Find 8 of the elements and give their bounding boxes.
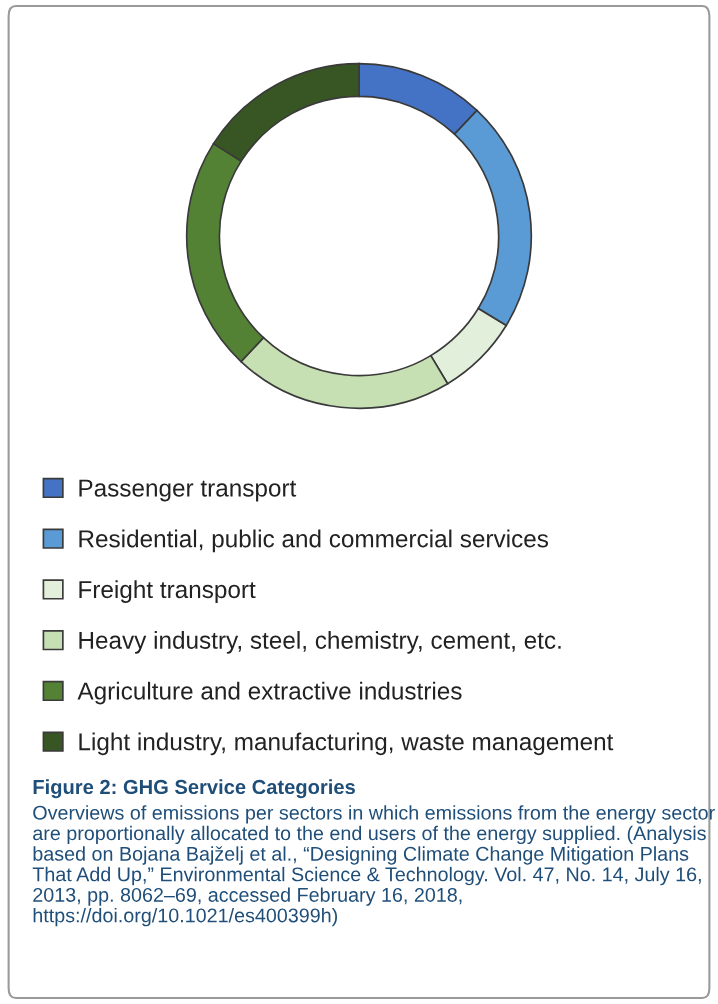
legend-label: Residential, public and commercial services bbox=[79, 529, 549, 553]
legend-label: Freight transport bbox=[79, 580, 256, 603]
legend-label: Agriculture and extractive industries bbox=[77, 681, 462, 705]
text: Figure 2: GHG Service Categories bbox=[33, 779, 355, 799]
legend-label: Heavy industry, steel, chemistry, cement, etc. bbox=[79, 631, 561, 654]
legend-label: Light industry, manufacturing, waste management bbox=[79, 732, 614, 756]
legend-label: Passenger transport bbox=[79, 479, 297, 502]
text: Overviews of emissions per sectors in which emissions from the energy sector are proportionally allocated to the end users of the energy supplied. (Analysis based on Bojana Bajželj et al., “Designing Climate Change Mitigation Plans That Add Up,” Environmental Science & Technology. Vol. 47, No. 14, July 16, 2013, pp. 8062–69, accessed February 16, 2018, https://doi.org/10.1021/es400399h) bbox=[32, 805, 715, 927]
